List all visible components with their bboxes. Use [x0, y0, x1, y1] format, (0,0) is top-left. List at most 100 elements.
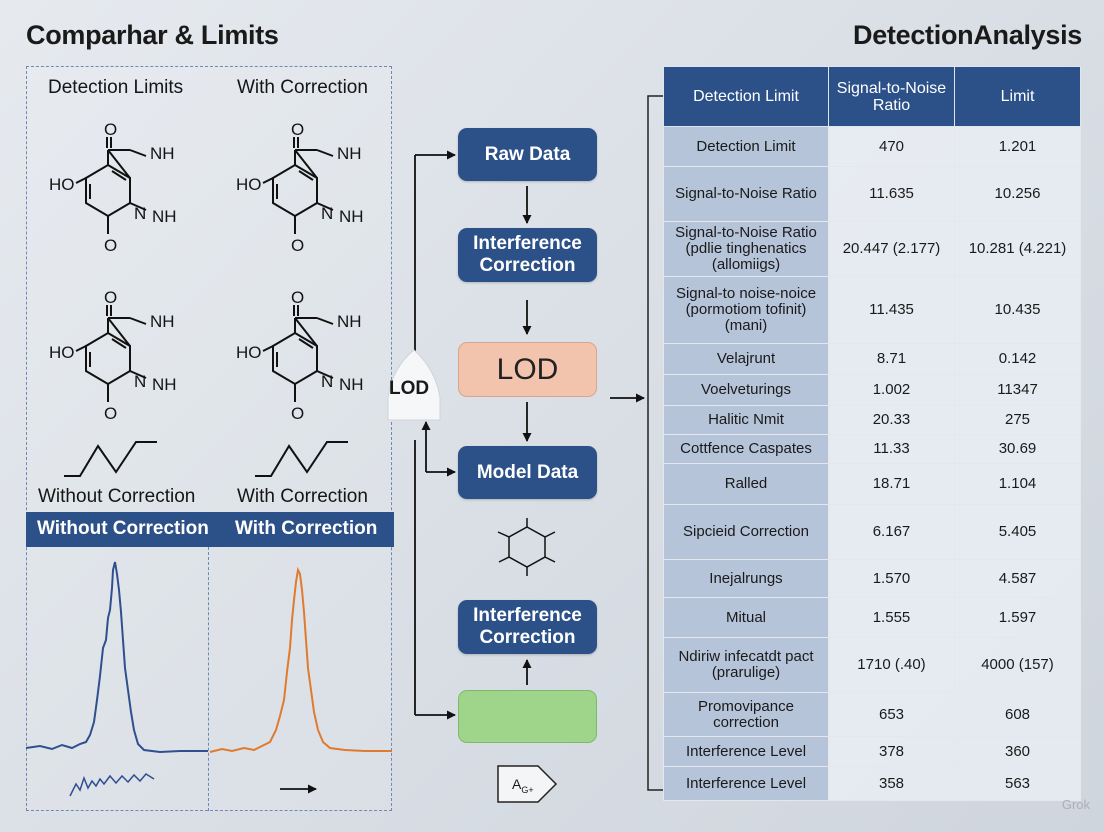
table-header-cell: Limit — [954, 66, 1081, 127]
table-cell: 378 — [828, 736, 955, 767]
model-data-label: Model Data — [476, 461, 579, 483]
with-correction-label: With Correction — [237, 77, 368, 98]
atom-oxygen: O — [291, 120, 305, 139]
table-cell: Cottfence Caspates — [663, 434, 829, 464]
table-cell: Ndiriw infecatdt pact (prarulige) — [663, 637, 829, 693]
table-cell: 1.570 — [828, 559, 955, 598]
atom-oxygen: O — [104, 404, 118, 423]
table-cell: 11.33 — [828, 434, 955, 464]
atom-amine: NH — [337, 312, 362, 331]
molecule-structure — [75, 137, 147, 234]
table-cell: Detection Limit — [663, 126, 829, 167]
watermark: Grok — [1061, 797, 1090, 812]
table-cell: Halitic Nmit — [663, 405, 829, 435]
atom-amine: NH — [152, 207, 177, 226]
without-correction-bar-label: Without Correction — [37, 518, 209, 539]
table-header-cell: Signal-to-Noise Ratio — [828, 66, 955, 127]
table-cell: 10.435 — [954, 276, 1081, 344]
table-cell: Mitual — [663, 597, 829, 638]
page-title-right: DetectionAnalysis — [853, 20, 1082, 50]
atom-hydroxyl: HO — [49, 343, 75, 362]
table-row: Velajrunt 8.71 0.142 — [663, 343, 1081, 375]
interference-bottom-line2: Correction — [479, 627, 576, 648]
table-header-cell: Detection Limit — [663, 66, 829, 127]
table-cell: 5.405 — [954, 504, 1081, 560]
table-row: Sipcieid Correction 6.167 5.405 — [663, 504, 1081, 560]
table-cell: 20.33 — [828, 405, 955, 435]
table-cell: 1.201 — [954, 126, 1081, 167]
table-cell: Signal-to noise-noice (pormotiom tofinit… — [663, 276, 829, 344]
table-row: Mitual 1.555 1.597 — [663, 597, 1081, 638]
table-cell: Signal-to-Noise Ratio — [663, 166, 829, 222]
detection-table: Detection Limit Signal-to-Noise Ratio Limi… — [663, 66, 1081, 801]
table-cell: Inejalrungs — [663, 559, 829, 598]
model-data-box: Model Data — [458, 446, 597, 499]
table-row: Interference Level 358 563 — [663, 766, 1081, 801]
atom-nitrogen: N — [321, 372, 334, 391]
atom-hydroxyl: HO — [49, 175, 75, 194]
atom-amine: NH — [339, 207, 364, 226]
table-cell: 4.587 — [954, 559, 1081, 598]
table-cell: 8.71 — [828, 343, 955, 375]
correction-section-bar: Without Correction With Correction — [26, 512, 394, 547]
table-cell: Signal-to-Noise Ratio (pdlie tinghenatic… — [663, 221, 829, 277]
table-cell: 360 — [954, 736, 1081, 767]
table-row: Signal-to-Noise Ratio 11.635 10.256 — [663, 166, 1081, 222]
atom-oxygen: O — [104, 288, 118, 307]
table-cell: 20.447 (2.177) — [828, 221, 955, 277]
lod-box: LOD — [458, 342, 597, 397]
table-cell: 1.002 — [828, 374, 955, 406]
table-row: Cottfence Caspates 11.33 30.69 — [663, 434, 1081, 464]
atom-oxygen: O — [104, 236, 118, 255]
table-row: Promovipance correction 653 608 — [663, 692, 1081, 737]
atom-oxygen: O — [291, 404, 305, 423]
with-correction-caption: With Correction — [237, 486, 368, 507]
atom-nitrogen: N — [134, 204, 147, 223]
atom-nitrogen: N — [134, 372, 147, 391]
table-cell: Interference Level — [663, 736, 829, 767]
atom-oxygen: O — [291, 236, 305, 255]
table-row: Voelveturings 1.002 11347 — [663, 374, 1081, 406]
atom-oxygen: O — [104, 120, 118, 139]
lod-box-label: LOD — [496, 352, 559, 386]
table-cell: 4000 (157) — [954, 637, 1081, 693]
table-row: Detection Limit 470 1.201 — [663, 126, 1081, 167]
table-cell: 1.597 — [954, 597, 1081, 638]
table-cell: Voelveturings — [663, 374, 829, 406]
table-row: Ndiriw infecatdt pact (prarulige) 1710 (.… — [663, 637, 1081, 693]
table-row: Ralled 18.71 1.104 — [663, 463, 1081, 505]
atom-amine: NH — [150, 144, 175, 163]
table-row: Signal-to noise-noice (pormotiom tofinit… — [663, 276, 1081, 344]
pentagon-glyph: AG+ — [512, 776, 534, 795]
table-cell: Ralled — [663, 463, 829, 505]
table-cell: 1.104 — [954, 463, 1081, 505]
lod-tag: LOD — [389, 378, 430, 399]
table-row: Signal-to-Noise Ratio (pdlie tinghenatic… — [663, 221, 1081, 277]
detection-limits-label: Detection Limits — [48, 77, 184, 98]
atom-amine: NH — [337, 144, 362, 163]
table-cell: 10.256 — [954, 166, 1081, 222]
table-cell: 470 — [828, 126, 955, 167]
interference-top-line1: Interference — [473, 233, 582, 254]
table-cell: 11347 — [954, 374, 1081, 406]
table-cell: 10.281 (4.221) — [954, 221, 1081, 277]
interference-correction-box-top: Interference Correction — [458, 228, 597, 282]
table-cell: 11.435 — [828, 276, 955, 344]
table-row: Halitic Nmit 20.33 275 — [663, 405, 1081, 435]
atom-nitrogen: N — [321, 204, 334, 223]
atom-hydroxyl: HO — [236, 343, 262, 362]
interference-correction-box-bottom: Interference Correction — [458, 600, 597, 654]
compound-green-box — [458, 690, 597, 743]
table-cell: 30.69 — [954, 434, 1081, 464]
table-cell: 1710 (.40) — [828, 637, 955, 693]
without-correction-caption: Without Correction — [38, 486, 196, 507]
table-cell: Promovipance correction — [663, 692, 829, 737]
page-title-left: Comparhar & Limits — [26, 20, 279, 50]
raw-data-box: Raw Data — [458, 128, 597, 181]
table-cell: 608 — [954, 692, 1081, 737]
table-cell: Velajrunt — [663, 343, 829, 375]
atom-amine: NH — [150, 312, 175, 331]
table-cell: 275 — [954, 405, 1081, 435]
small-molecule-icon — [497, 518, 556, 576]
